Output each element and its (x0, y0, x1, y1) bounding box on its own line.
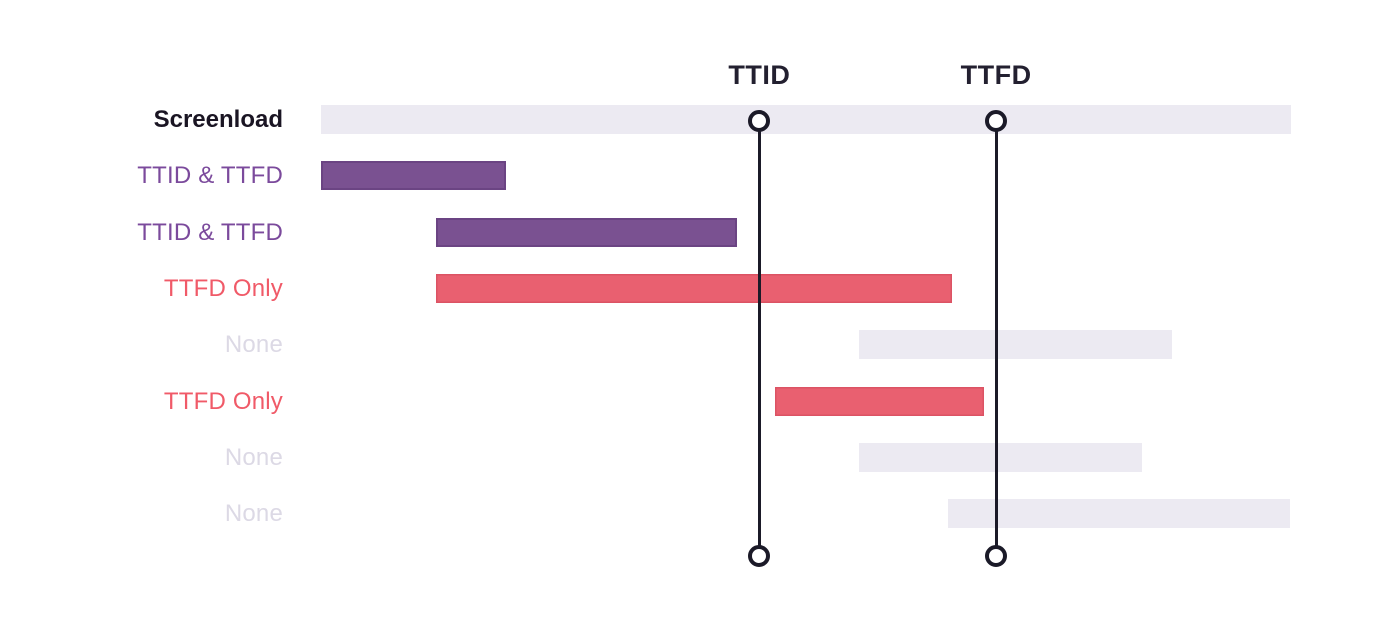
chart-row-screenload: Screenload (0, 105, 1400, 134)
chart-row-none-2: None (0, 443, 1400, 472)
row-label: None (224, 331, 283, 358)
ttfd-marker-circle-bottom (985, 545, 1008, 567)
chart-row-ttfd-only-2: TTFD Only (0, 387, 1400, 416)
row-bar (859, 330, 1172, 359)
row-bar (321, 105, 1291, 134)
ttfd-marker-circle-top (985, 110, 1008, 132)
chart-row-ttid-ttfd-1: TTID & TTFD (0, 161, 1400, 190)
chart-row-ttfd-only-1: TTFD Only (0, 274, 1400, 303)
row-bar (436, 218, 738, 247)
ttfd-marker-line (994, 121, 998, 556)
row-label: TTID & TTFD (137, 219, 283, 246)
row-label: TTFD Only (163, 388, 283, 415)
row-bar (436, 274, 953, 303)
row-bar (775, 387, 984, 416)
chart-row-ttid-ttfd-2: TTID & TTFD (0, 218, 1400, 247)
ttid-marker-line (757, 121, 761, 556)
ttid-marker-label: TTID (728, 60, 791, 90)
row-label: Screenload (153, 106, 283, 133)
row-bar (859, 443, 1142, 472)
row-label: TTID & TTFD (137, 162, 283, 189)
row-label: TTFD Only (163, 275, 283, 302)
row-label: None (224, 444, 283, 471)
chart-row-none-1: None (0, 330, 1400, 359)
row-label: None (224, 500, 283, 527)
ttid-marker-circle-top (748, 110, 771, 132)
row-bar (947, 499, 1290, 528)
ttfd-marker-label: TTFD (960, 60, 1032, 90)
row-bar (321, 161, 507, 190)
ttid-marker-circle-bottom (748, 545, 771, 567)
chart-row-none-3: None (0, 499, 1400, 528)
